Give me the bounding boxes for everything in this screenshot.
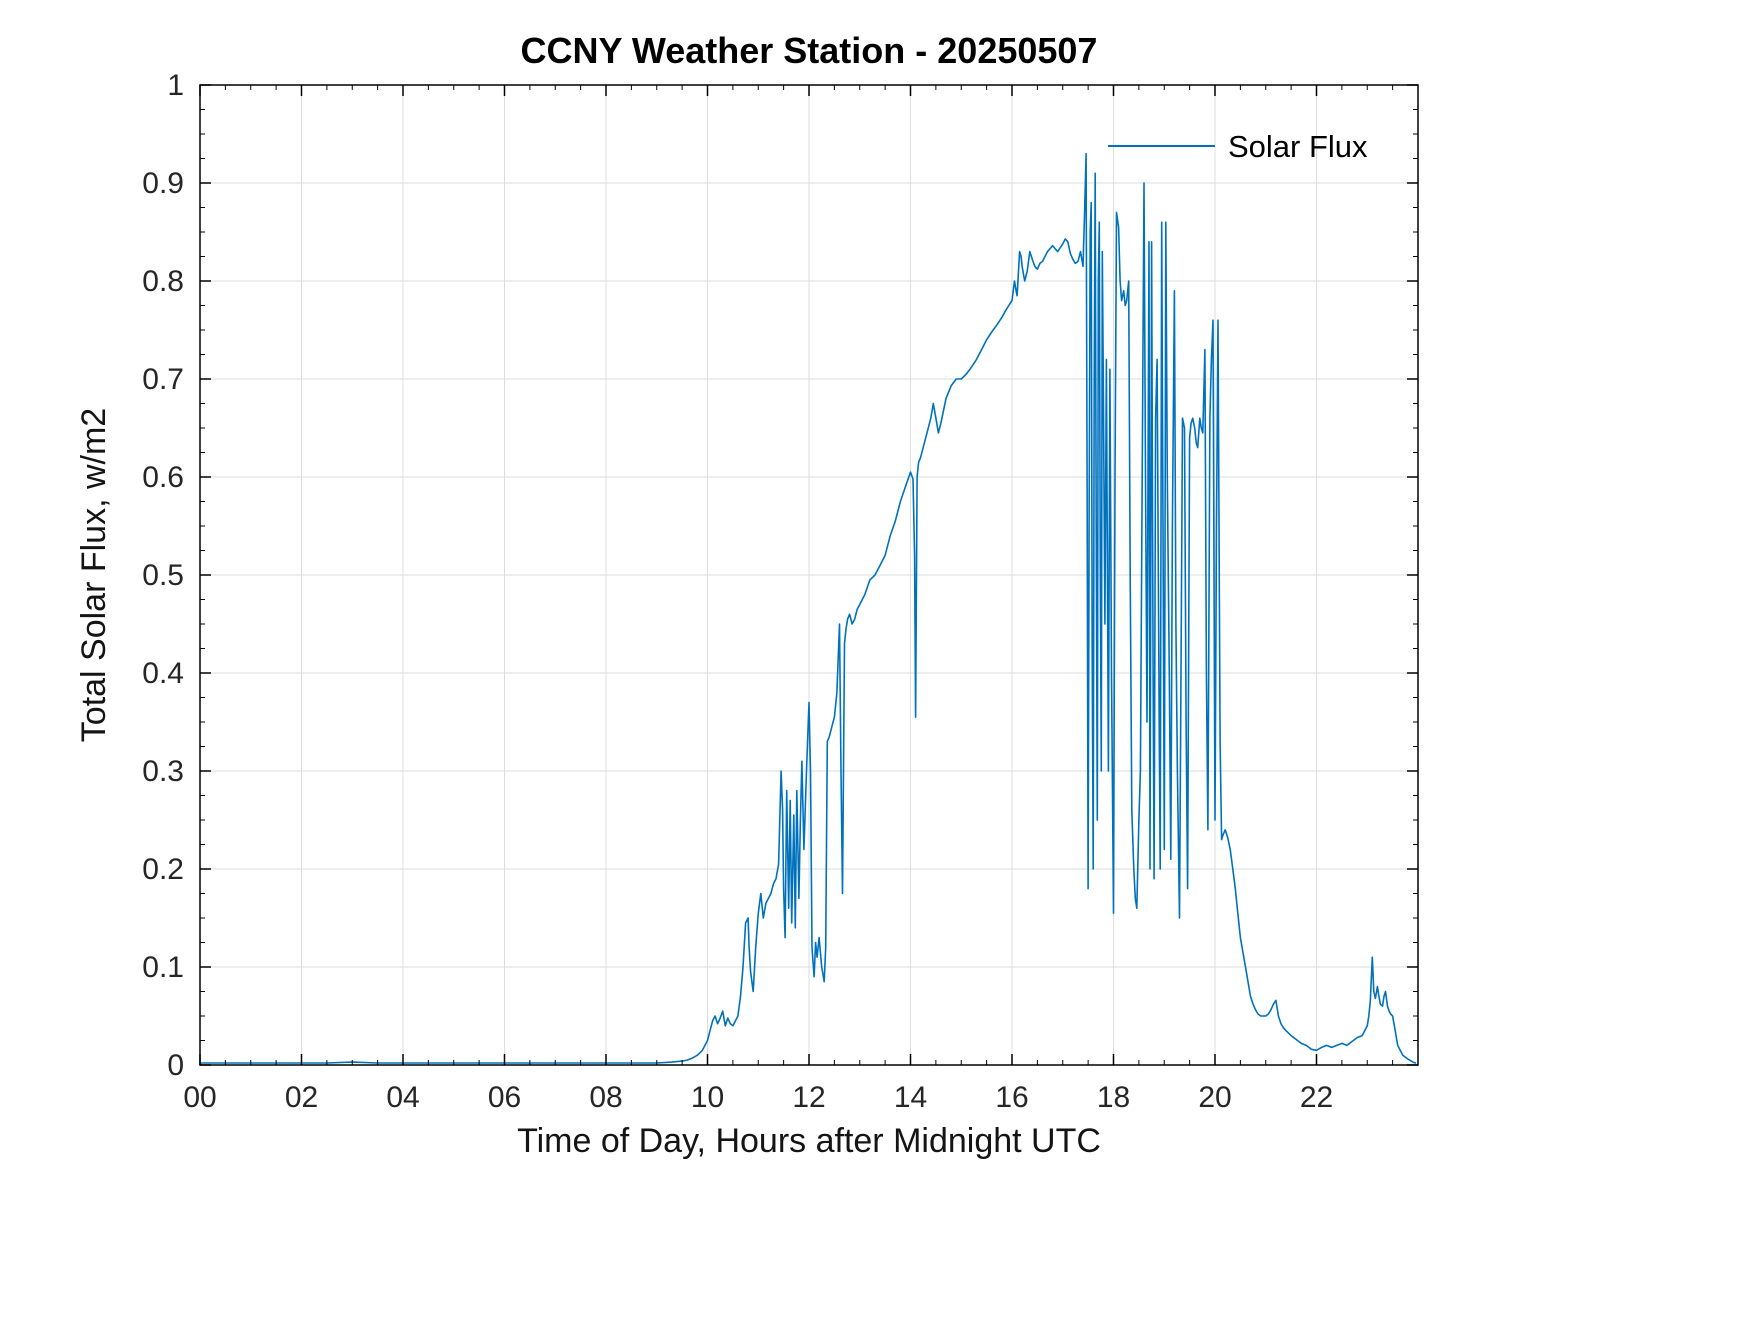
solar-flux-line [199,152,1417,1064]
x-tick-label: 08 [589,1081,622,1114]
y-axis-label: Total Solar Flux, w/m2 [75,408,113,742]
chart-title: CCNY Weather Station - 20250507 [521,30,1098,71]
tick-marks [199,84,1419,1066]
x-tick-labels: 00 02 04 06 08 10 12 14 16 18 20 22 [183,1081,1333,1114]
y-tick-label: 0.4 [142,657,184,690]
y-tick-label: 0.5 [142,559,184,592]
y-tick-label: 0.1 [142,951,184,984]
y-tick-label: 0.6 [142,461,184,494]
x-tick-label: 06 [488,1081,521,1114]
x-tick-label: 02 [285,1081,318,1114]
x-tick-label: 04 [386,1081,419,1114]
series-group [199,152,1417,1064]
x-tick-label: 16 [995,1081,1028,1114]
x-tick-label: 10 [691,1081,724,1114]
x-tick-label: 18 [1097,1081,1130,1114]
y-tick-label: 0.9 [142,167,184,200]
legend: Solar Flux [1108,129,1368,164]
y-tick-labels: 0 0.1 0.2 0.3 0.4 0.5 0.6 0.7 0.8 0.9 1 [142,69,184,1082]
legend-label: Solar Flux [1228,129,1368,164]
x-tick-label: 22 [1300,1081,1333,1114]
x-tick-label: 20 [1198,1081,1231,1114]
x-tick-label: 14 [894,1081,927,1114]
x-axis-label: Time of Day, Hours after Midnight UTC [517,1122,1101,1160]
y-tick-label: 0.2 [142,853,184,886]
y-tick-label: 1 [167,69,184,102]
y-tick-label: 0.3 [142,755,184,788]
x-tick-label: 00 [183,1081,216,1114]
y-tick-label: 0 [167,1049,184,1082]
y-tick-label: 0.7 [142,363,184,396]
grid-lines [199,84,1418,1066]
x-tick-label: 12 [792,1081,825,1114]
y-tick-label: 0.8 [142,265,184,298]
